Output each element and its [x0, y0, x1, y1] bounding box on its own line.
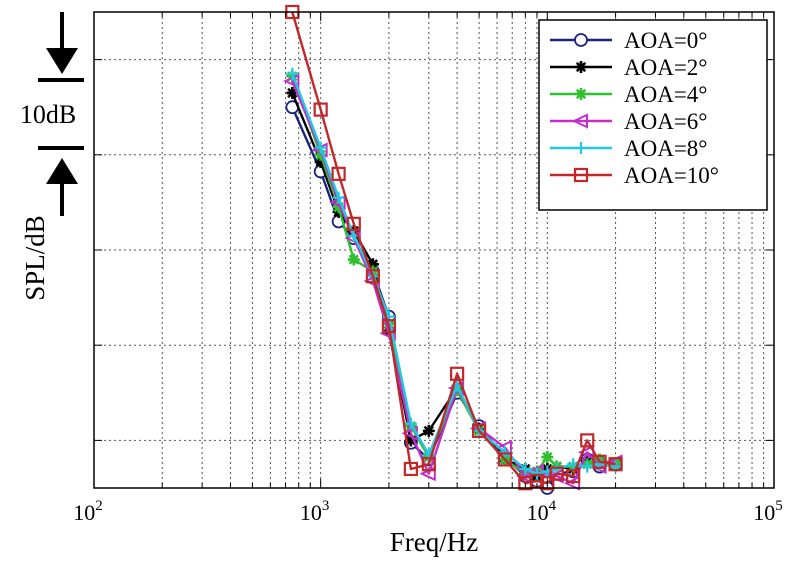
data-point-square: [566, 469, 581, 484]
legend-label: AOA=2°: [624, 55, 708, 80]
data-point-plus: [498, 446, 511, 459]
data-point-square: [403, 461, 418, 477]
legend-label: AOA=0°: [624, 28, 708, 53]
data-point-star: [404, 434, 417, 447]
data-point-star: [332, 201, 345, 214]
scale-down-arrow-icon: [46, 48, 78, 74]
x-tick-label-exponent: 4: [549, 498, 557, 514]
data-point-plus: [314, 141, 327, 154]
data-point-square: [580, 433, 595, 448]
data-point-plus: [519, 462, 532, 475]
series-layer: [282, 4, 623, 495]
data-point-square: [421, 457, 436, 472]
legend: AOA=0°AOA=2°AOA=4°AOA=6°AOA=8°AOA=10°: [538, 19, 768, 211]
x-tick-label: 105: [753, 498, 783, 525]
data-point-star: [314, 148, 327, 161]
legend-entry: AOA=8°: [550, 136, 708, 161]
data-point-plus: [530, 467, 543, 480]
data-point-star: [541, 451, 554, 464]
y-axis-label: SPL/dB: [20, 215, 50, 301]
x-tick-label-base: 10: [300, 500, 322, 525]
x-tick-label-base: 10: [753, 500, 775, 525]
x-tick-label: 102: [73, 498, 103, 525]
series-line: [291, 11, 616, 485]
data-point-star: [422, 424, 435, 437]
data-point-star: [347, 253, 360, 266]
legend-entry: AOA=6°: [550, 109, 708, 134]
data-point-plus: [575, 142, 587, 154]
data-point-triangle: [563, 475, 581, 491]
data-point-square: [471, 423, 487, 438]
data-point-star: [575, 61, 587, 73]
data-point-square: [497, 452, 513, 467]
legend-label: AOA=4°: [624, 82, 708, 107]
data-point-square: [313, 102, 328, 117]
data-point-star: [314, 155, 327, 168]
data-point-square: [540, 476, 555, 491]
series-aoa-10-: [285, 4, 623, 491]
scale-annotation: 10dB: [20, 12, 84, 216]
legend-entry: AOA=2°: [550, 55, 708, 80]
legend-entry: AOA=4°: [550, 82, 708, 107]
legend-box: [538, 19, 768, 211]
x-axis-ticks: 102 103 104 105: [73, 12, 783, 525]
data-point-plus: [332, 191, 345, 204]
data-point-square: [331, 166, 346, 181]
x-axis-label: Freq/Hz: [390, 527, 478, 557]
data-point-square: [608, 457, 623, 472]
data-point-square: [381, 319, 397, 334]
legend-label: AOA=10°: [624, 163, 719, 188]
legend-entry: AOA=0°: [550, 28, 708, 53]
x-tick-label: 104: [527, 498, 557, 525]
data-point-square: [450, 366, 465, 381]
x-tick-label: 103: [300, 498, 330, 525]
scale-label: 10dB: [20, 100, 76, 129]
data-point-square: [346, 216, 361, 231]
grid-lines: [94, 12, 774, 488]
data-point-plus: [286, 67, 299, 80]
legend-label: AOA=8°: [624, 136, 708, 161]
data-point-star: [575, 88, 587, 100]
data-point-square: [365, 269, 381, 284]
x-tick-label-exponent: 3: [322, 498, 330, 514]
legend-label: AOA=6°: [624, 109, 708, 134]
legend-entry: AOA=10°: [550, 163, 719, 188]
data-point-circle: [574, 33, 588, 47]
data-point-star: [286, 86, 299, 99]
data-point-square: [549, 466, 564, 481]
x-tick-label-exponent: 2: [95, 498, 103, 514]
scale-up-arrow-icon: [46, 158, 78, 184]
data-point-square: [592, 454, 607, 469]
data-point-plus: [581, 460, 594, 473]
data-point-square: [573, 167, 589, 183]
x-tick-label-base: 10: [527, 500, 549, 525]
data-point-plus: [404, 417, 417, 430]
data-point-triangle: [571, 113, 588, 129]
x-tick-label-base: 10: [73, 500, 95, 525]
data-point-star: [366, 258, 379, 271]
x-tick-label-exponent: 5: [775, 498, 783, 514]
